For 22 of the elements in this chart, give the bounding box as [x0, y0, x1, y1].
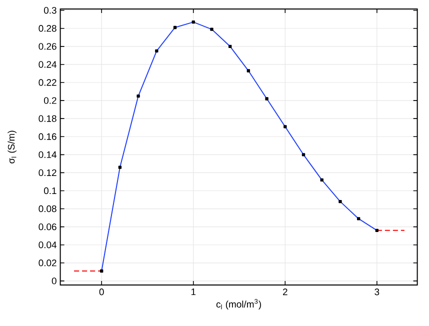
- y-tick-label: 0.28: [38, 25, 56, 32]
- x-tick-label: 1: [191, 288, 196, 296]
- y-tick-label: 0: [52, 278, 56, 284]
- y-tick-label: 0.08: [38, 205, 56, 212]
- y-tick-label: 0.3: [44, 6, 56, 14]
- y-tick-label: 0.02: [38, 260, 56, 266]
- y-tick-label: 0.06: [38, 223, 56, 230]
- y-tick-label: 0.18: [38, 115, 56, 122]
- y-tick-label: 0.12: [38, 169, 56, 176]
- y-tick-label: 0.26: [38, 43, 56, 50]
- x-tick-label: 3: [374, 288, 380, 296]
- y-tick-label: 0.04: [38, 242, 56, 248]
- y-axis-title: σ$_{l}$ (S/m): [8, 130, 17, 164]
- x-tick-label: 0: [99, 288, 104, 296]
- x-axis-title: c$_{l}$ (mol/m$^{3}$): [216, 299, 262, 310]
- y-tick-label: 0.14: [38, 151, 56, 158]
- x-tick-label: 2: [282, 288, 288, 296]
- y-tick-label: 0.16: [38, 133, 56, 140]
- y-tick-label: 0.1: [44, 187, 56, 194]
- y-tick-label: 0.22: [38, 79, 56, 86]
- y-tick-label: 0.2: [44, 97, 56, 104]
- y-tick-label: 0.24: [38, 61, 56, 68]
